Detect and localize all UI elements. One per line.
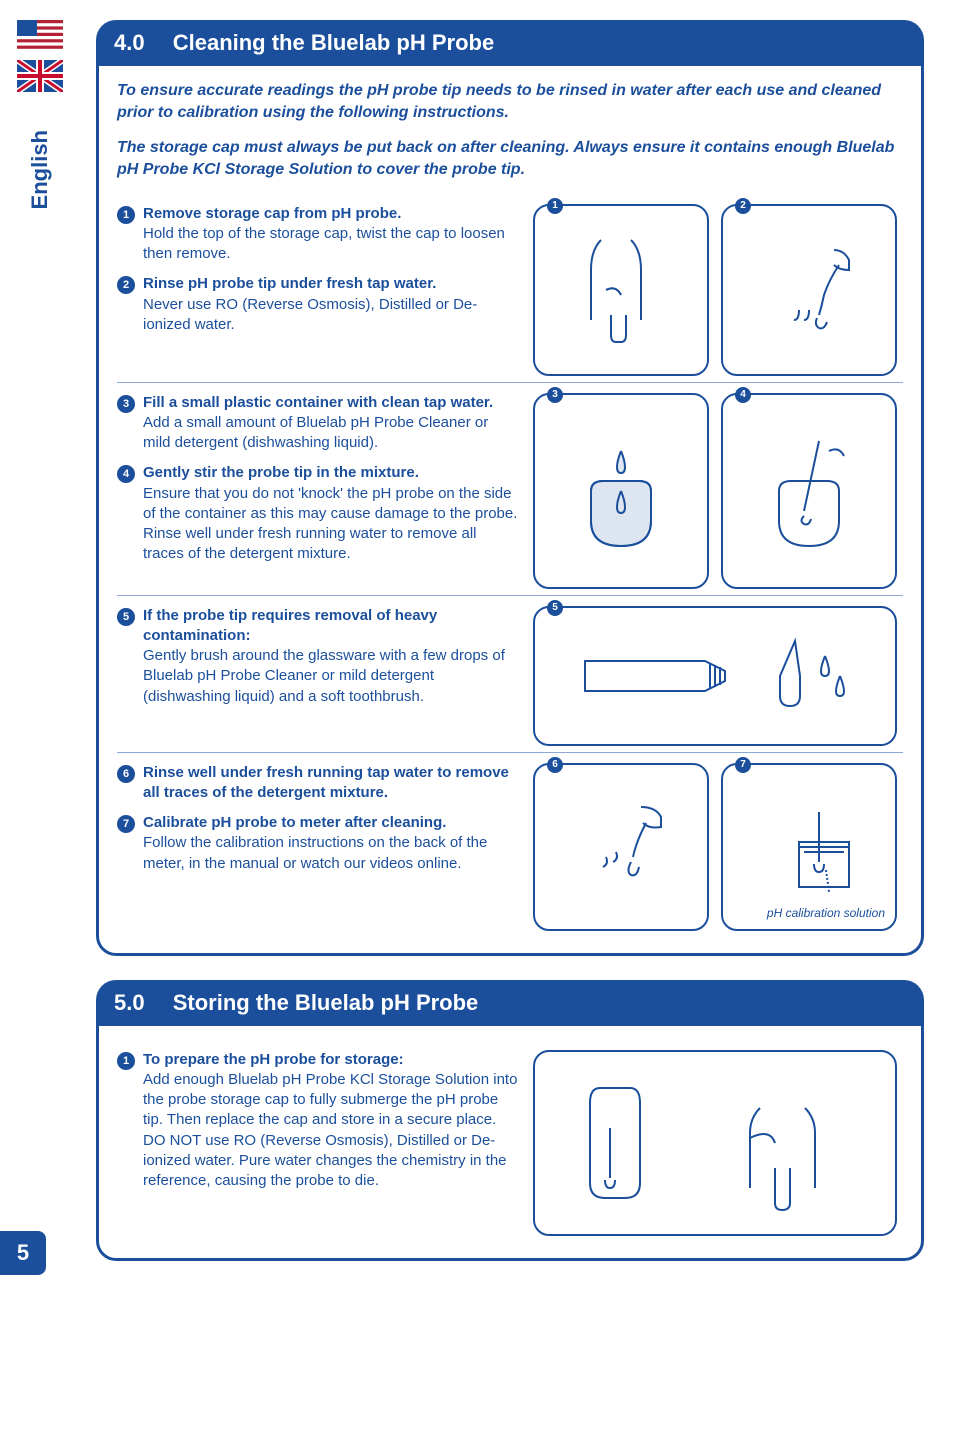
sidebar: English 5 (0, 0, 80, 1315)
figs-col (533, 1050, 903, 1236)
illustration-icon (744, 792, 874, 902)
step-group: 3 Fill a small plastic container with cl… (117, 382, 903, 595)
figure-number-icon: 7 (735, 757, 751, 773)
figure-number-icon: 2 (735, 198, 751, 214)
step-bullet-icon: 6 (117, 765, 135, 783)
step-content: Rinse pH probe tip under fresh tap water… (143, 274, 519, 335)
figure: 5 (533, 606, 897, 746)
step-title: Remove storage cap from pH probe. (143, 204, 519, 224)
main-content: 4.0 Cleaning the Bluelab pH Probe To ens… (80, 0, 954, 1315)
figure-number-icon: 6 (547, 757, 563, 773)
step-body: Add a small amount of Bluelab pH Probe C… (143, 413, 519, 454)
illustration-icon (749, 230, 869, 350)
figure: 7 pH calibration solution (721, 763, 897, 931)
section-body: 1 To prepare the pH probe for storage: A… (96, 1026, 924, 1261)
section-cleaning: 4.0 Cleaning the Bluelab pH Probe To ens… (96, 20, 924, 956)
steps-col: 3 Fill a small plastic container with cl… (117, 393, 519, 589)
section-header: 5.0 Storing the Bluelab pH Probe (96, 980, 924, 1026)
figs-col: 6 7 pH calibration solution (533, 763, 903, 931)
step-group: 6 Rinse well under fresh running tap wat… (117, 752, 903, 937)
step-content: Rinse well under fresh running tap water… (143, 763, 519, 804)
step-title: Rinse well under fresh running tap water… (143, 763, 519, 804)
page-number: 5 (0, 1231, 46, 1275)
step-group: 1 Remove storage cap from pH probe. Hold… (117, 194, 903, 382)
step-title: If the probe tip requires removal of hea… (143, 606, 519, 647)
step: 1 To prepare the pH probe for storage: A… (117, 1050, 519, 1192)
step: 2 Rinse pH probe tip under fresh tap wat… (117, 274, 519, 335)
figure (533, 1050, 897, 1236)
figure: 2 (721, 204, 897, 376)
step: 3 Fill a small plastic container with cl… (117, 393, 519, 454)
section-title: Storing the Bluelab pH Probe (173, 990, 479, 1015)
step-bullet-icon: 5 (117, 608, 135, 626)
figure: 1 (533, 204, 709, 376)
illustration-icon (749, 421, 869, 561)
steps-col: 1 Remove storage cap from pH probe. Hold… (117, 204, 519, 376)
nz-uk-flag-icon (17, 60, 63, 92)
section-number: 4.0 (114, 30, 145, 55)
illustration-icon (560, 1068, 870, 1218)
step-body: Add enough Bluelab pH Probe KCl Storage … (143, 1070, 519, 1192)
step-title: To prepare the pH probe for storage: (143, 1050, 519, 1070)
section-storing: 5.0 Storing the Bluelab pH Probe 1 To pr… (96, 980, 924, 1261)
step-content: If the probe tip requires removal of hea… (143, 606, 519, 707)
section-title: Cleaning the Bluelab pH Probe (173, 30, 494, 55)
figure-number-icon: 5 (547, 600, 563, 616)
step-content: Gently stir the probe tip in the mixture… (143, 463, 519, 564)
step: 7 Calibrate pH probe to meter after clea… (117, 813, 519, 874)
step-bullet-icon: 4 (117, 465, 135, 483)
section-header: 4.0 Cleaning the Bluelab pH Probe (96, 20, 924, 66)
step-body: Hold the top of the storage cap, twist t… (143, 224, 519, 265)
figure: 6 (533, 763, 709, 931)
figs-col: 1 2 (533, 204, 903, 376)
step-bullet-icon: 2 (117, 276, 135, 294)
illustration-icon (565, 621, 865, 731)
step-content: Calibrate pH probe to meter after cleani… (143, 813, 519, 874)
step-title: Rinse pH probe tip under fresh tap water… (143, 274, 519, 294)
figure-number-icon: 4 (735, 387, 751, 403)
figs-col: 5 (533, 606, 903, 746)
step-body: Ensure that you do not 'knock' the pH pr… (143, 484, 519, 565)
figure-number-icon: 3 (547, 387, 563, 403)
steps-col: 1 To prepare the pH probe for storage: A… (117, 1050, 519, 1236)
section-body: To ensure accurate readings the pH probe… (96, 66, 924, 956)
step: 4 Gently stir the probe tip in the mixtu… (117, 463, 519, 564)
step: 6 Rinse well under fresh running tap wat… (117, 763, 519, 804)
step-content: Remove storage cap from pH probe. Hold t… (143, 204, 519, 265)
figure: 4 (721, 393, 897, 589)
steps-col: 6 Rinse well under fresh running tap wat… (117, 763, 519, 931)
illustration-icon (561, 230, 681, 350)
section-number: 5.0 (114, 990, 145, 1015)
step-bullet-icon: 7 (117, 815, 135, 833)
step: 5 If the probe tip requires removal of h… (117, 606, 519, 707)
intro-text: To ensure accurate readings the pH probe… (117, 80, 903, 125)
intro-text: The storage cap must always be put back … (117, 137, 903, 182)
step: 1 Remove storage cap from pH probe. Hold… (117, 204, 519, 265)
illustration-icon (561, 421, 681, 561)
steps-col: 5 If the probe tip requires removal of h… (117, 606, 519, 746)
step-content: Fill a small plastic container with clea… (143, 393, 519, 454)
figure: 3 (533, 393, 709, 589)
step-group: 1 To prepare the pH probe for storage: A… (117, 1040, 903, 1242)
step-bullet-icon: 3 (117, 395, 135, 413)
us-flag-icon (17, 20, 63, 52)
step-body: Gently brush around the glassware with a… (143, 646, 519, 707)
step-body: Follow the calibration instructions on t… (143, 833, 519, 874)
figure-caption: pH calibration solution (767, 906, 885, 920)
language-label: English (27, 130, 53, 209)
illustration-icon (561, 787, 681, 907)
figure-number-icon: 1 (547, 198, 563, 214)
step-title: Calibrate pH probe to meter after cleani… (143, 813, 519, 833)
step-title: Gently stir the probe tip in the mixture… (143, 463, 519, 483)
figs-col: 3 4 (533, 393, 903, 589)
step-body: Never use RO (Reverse Osmosis), Distille… (143, 295, 519, 336)
step-title: Fill a small plastic container with clea… (143, 393, 519, 413)
step-content: To prepare the pH probe for storage: Add… (143, 1050, 519, 1192)
step-bullet-icon: 1 (117, 1052, 135, 1070)
step-bullet-icon: 1 (117, 206, 135, 224)
step-group: 5 If the probe tip requires removal of h… (117, 595, 903, 752)
